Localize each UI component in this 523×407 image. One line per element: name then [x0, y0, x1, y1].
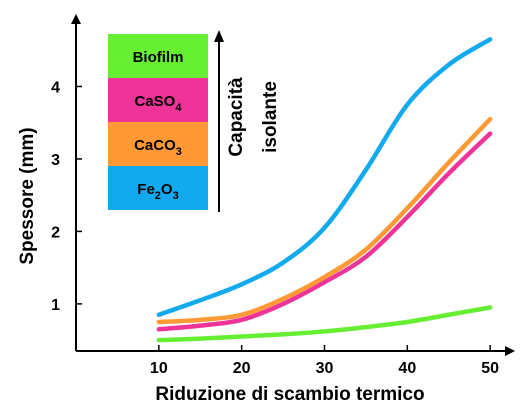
- legend-swatch: [108, 122, 208, 166]
- legend-label: Fe2O3: [137, 181, 178, 202]
- capacity-arrow: [214, 30, 224, 212]
- y-tick-label: 4: [51, 79, 60, 96]
- series-line-biofilm: [156, 305, 493, 343]
- legend-label: CaSO4: [135, 93, 183, 114]
- y-tick-label: 2: [51, 224, 60, 241]
- legend-swatch: [108, 78, 208, 122]
- legend-box-fe2: Fe2O3: [108, 166, 208, 210]
- series-layer: [156, 37, 493, 343]
- capacity-arrowhead: [214, 30, 224, 42]
- legend-label: Biofilm: [133, 49, 184, 66]
- legend: Biofilm CaSO4 CaCO3 Fe2O3: [108, 34, 208, 210]
- y-tick-label: 1: [51, 297, 60, 314]
- series-line-caso4: [156, 131, 493, 332]
- side-annotation: Capacità isolante: [226, 77, 281, 157]
- legend-box-caco3: CaCO3: [108, 122, 208, 166]
- x-axis-label: Riduzione di scambio termico: [155, 384, 424, 405]
- y-tick-label: 3: [51, 152, 60, 169]
- y-axis-arrowhead: [71, 14, 81, 24]
- x-tick-label: 50: [481, 360, 499, 377]
- legend-box-biofilm: Biofilm: [108, 34, 208, 78]
- series-line-caco3: [156, 116, 493, 325]
- x-tick-label: 40: [398, 360, 416, 377]
- side-annotation-line-2: isolante: [260, 81, 281, 153]
- y-axis-label: Spessore (mm): [17, 127, 38, 264]
- side-annotation-line-1: Capacità: [226, 77, 247, 157]
- x-tick-label: 30: [316, 360, 334, 377]
- x-tick-label: 10: [150, 360, 168, 377]
- legend-label: CaCO3: [134, 137, 182, 158]
- legend-box-caso4: CaSO4: [108, 78, 208, 122]
- x-axis-arrowhead: [505, 346, 515, 356]
- legend-swatch: [108, 166, 208, 210]
- x-tick-label: 20: [233, 360, 251, 377]
- series-line-fe2o3: [156, 37, 493, 318]
- axes: 10 20 30 40 50 1 2 3 4: [51, 14, 515, 377]
- legend-swatch: [108, 34, 208, 78]
